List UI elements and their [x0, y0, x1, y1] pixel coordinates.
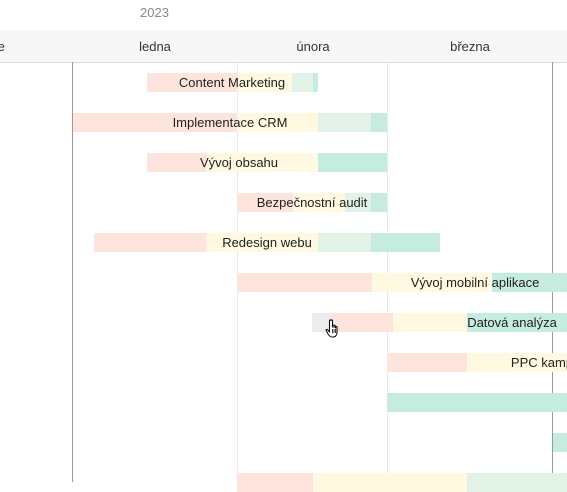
bar-segment [387, 393, 567, 412]
month-label-brezna: března [450, 39, 490, 54]
bar-segment [371, 193, 387, 212]
month-label-prosince: ce [0, 39, 5, 54]
bar-segment [73, 113, 237, 132]
hand-pointer-icon [325, 319, 338, 338]
task-label: Redesign webu [222, 235, 312, 250]
bar-segment [467, 353, 567, 372]
week-gridline [237, 62, 238, 482]
task-label: Content Marketing [178, 75, 286, 90]
task-bar-bezpecnostni-audit[interactable]: Bezpečnostní audit [237, 193, 387, 212]
bar-segment [553, 433, 567, 452]
task-label: Vývoj obsahu [199, 155, 279, 170]
bar-segment [318, 113, 371, 132]
bar-segment-hover [312, 313, 332, 332]
bar-segment [318, 153, 387, 172]
bar-segment [292, 73, 313, 92]
task-label: Bezpečnostní audit [256, 195, 368, 210]
task-bar-ppc-kampan[interactable]: PPC kamp [387, 353, 567, 372]
task-bar-content-marketing[interactable]: Content Marketing [147, 73, 318, 92]
task-bar-vyvoj-obsahu[interactable]: Vývoj obsahu [147, 153, 387, 172]
task-bar[interactable] [387, 393, 567, 412]
task-bar-redesign-webu[interactable]: Redesign webu [94, 233, 440, 252]
bar-segment [94, 233, 206, 252]
task-bar-vyvoj-mobilni-aplikace[interactable]: Vývoj mobilní aplikace [237, 273, 567, 292]
bar-segment [467, 473, 567, 492]
bar-segment [371, 113, 387, 132]
month-label-ledna: ledna [139, 39, 171, 54]
bar-segment [387, 353, 467, 372]
bar-segment [238, 73, 292, 92]
bar-segment [313, 73, 318, 92]
week-gridline [387, 62, 388, 482]
bar-segment [293, 193, 345, 212]
year-label: 2023 [140, 5, 169, 20]
task-bar[interactable] [553, 433, 567, 452]
bar-segment [237, 273, 372, 292]
task-label: Vývoj mobilní aplikace [410, 275, 540, 290]
month-divider [72, 62, 73, 482]
month-divider [552, 62, 553, 482]
bar-segment [147, 73, 238, 92]
bar-segment [313, 473, 467, 492]
task-bar[interactable] [237, 473, 567, 492]
task-label: Datová analýza [467, 315, 557, 330]
bar-segment [318, 233, 371, 252]
task-label: Implementace CRM [172, 115, 288, 130]
bar-segment [393, 313, 467, 332]
timeline-header: ce ledna února března [0, 30, 567, 63]
task-bar-implementace-crm[interactable]: Implementace CRM [73, 113, 387, 132]
bar-segment [206, 153, 318, 172]
bar-segment [371, 233, 440, 252]
bar-segment [492, 273, 567, 292]
bar-segment [147, 153, 206, 172]
task-label: PPC kamp [510, 355, 567, 370]
bar-segment [345, 193, 371, 212]
bar-segment [237, 113, 318, 132]
bar-segment [467, 313, 567, 332]
bar-segment [372, 273, 492, 292]
bar-segment [332, 313, 393, 332]
bar-segment [237, 473, 313, 492]
task-bar-datova-analyza[interactable]: Datová analýza [312, 313, 567, 332]
bar-segment [237, 193, 293, 212]
bar-segment [206, 233, 318, 252]
month-label-unora: února [296, 39, 330, 54]
